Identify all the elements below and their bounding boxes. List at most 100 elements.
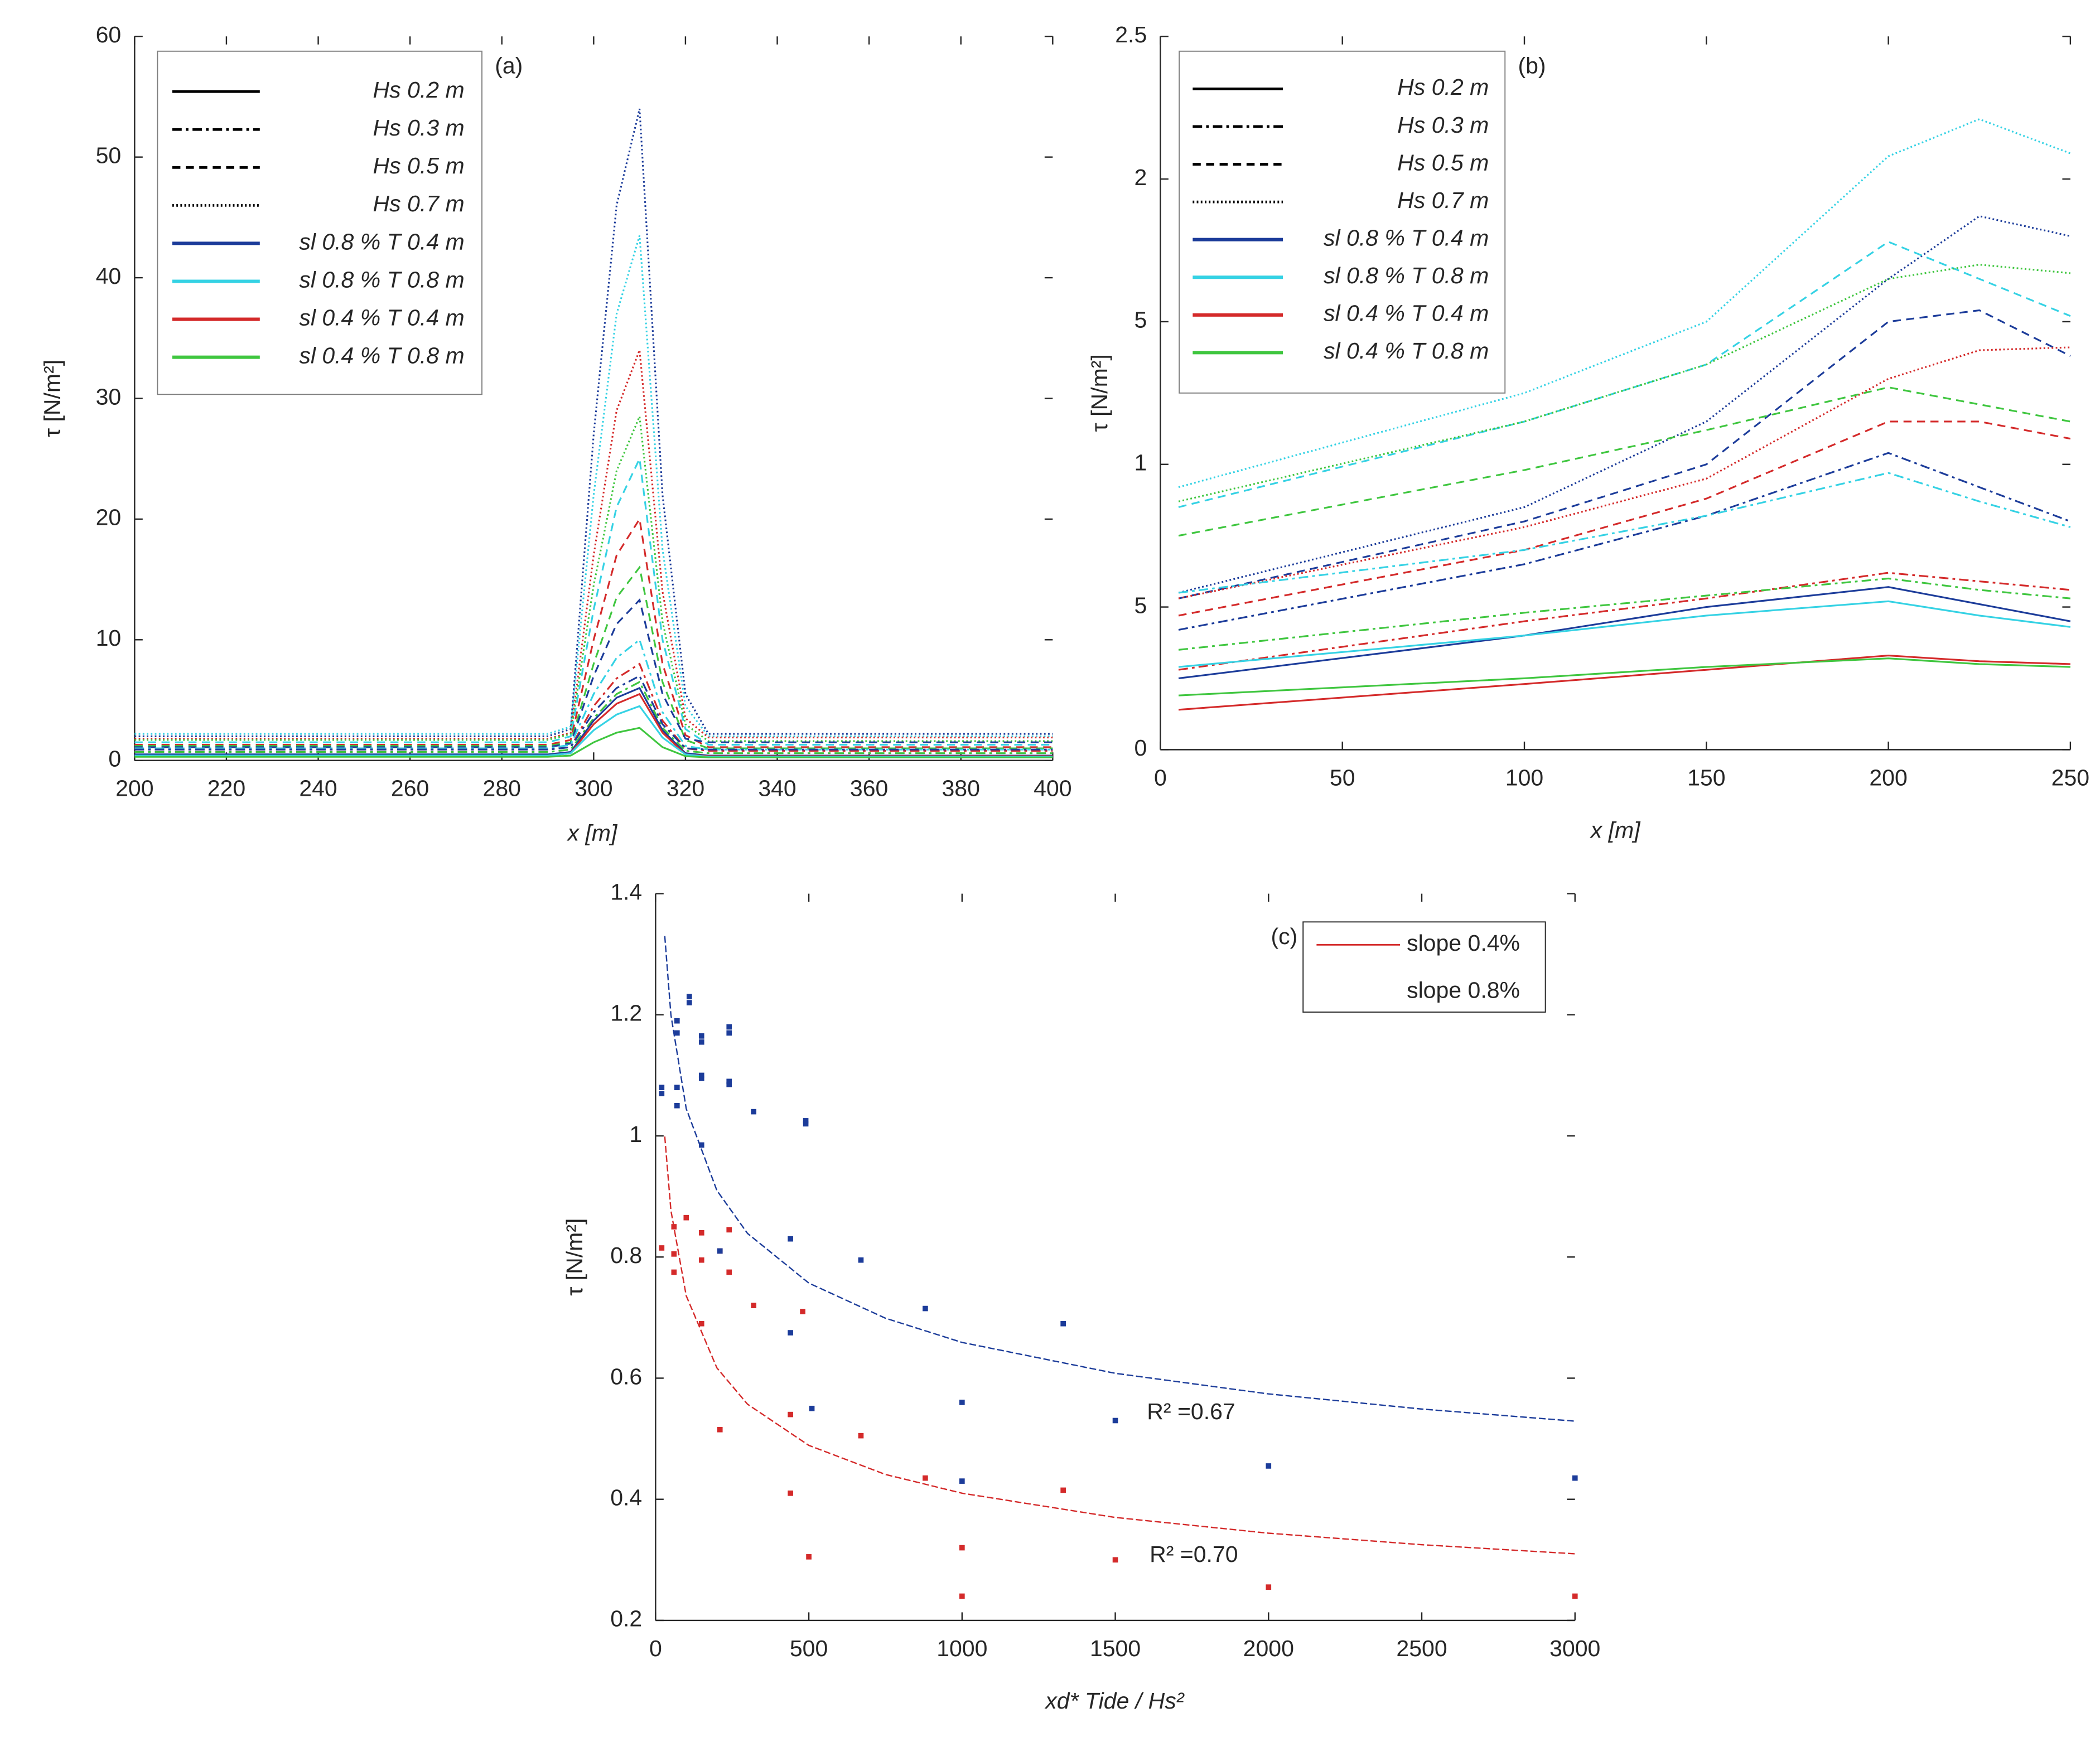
y-tick-label: 0.4 [610,1485,642,1511]
legend: slope 0.4% slope 0.8% [1302,921,1546,1013]
panel: 0 500 1000 1500 2000 2500 3000 0.2 0.4 0.6 0.8 1 1.2… [562,879,1601,1713]
y-axis-label: τ [N/m²] [39,360,65,437]
x-axis-label: x [m] [1590,817,1641,843]
data-point [809,1405,815,1411]
panel-label: (b) [1518,53,1546,79]
data-point [698,1142,704,1148]
x-tick-label: 1500 [1090,1636,1141,1661]
data-point [1060,1320,1066,1327]
data-point [698,1230,704,1236]
legend-label: sl 0.8 % T 0.4 m [299,229,464,254]
x-tick-label: 200 [115,776,153,801]
data-line [1178,600,2071,668]
data-line [1178,572,2071,671]
data-line [1178,657,2070,696]
data-line [134,350,1053,740]
data-point [726,1269,732,1275]
y-tick-label: 10 [96,625,122,651]
data-point [1572,1475,1578,1481]
legend-label: sl 0.4 % T 0.8 m [1324,338,1489,364]
data-line [1178,309,2071,599]
data-point [698,1320,704,1327]
data-point [671,1251,677,1257]
x-tick-label: 200 [1869,765,1907,790]
data-point [1266,1463,1272,1469]
x-tick-label: 280 [483,776,521,801]
data-line [134,456,1053,746]
y-tick-label: 0 [1134,735,1147,761]
x-axis-label: xd* Tide / Hs² [1044,1688,1184,1714]
data-point [726,1078,732,1085]
data-point [959,1400,965,1405]
panel-label: (c) [1271,923,1298,949]
legend-label: sl 0.4 % T 0.4 m [1324,301,1489,326]
y-tick-label: 0 [108,746,121,772]
data-point [717,1426,723,1433]
data-line [1178,263,2071,502]
data-line [1178,240,2071,509]
data-point [751,1303,757,1308]
data-point [751,1109,757,1115]
data-line [134,565,1053,749]
data-point [671,1269,677,1275]
data-point [671,1224,677,1230]
x-tick-label: 220 [207,776,245,801]
data-point [686,994,692,1000]
x-tick-label: 0 [1154,765,1167,790]
legend-box [1179,50,1506,394]
data-point [683,1215,689,1221]
data-line [134,108,1053,737]
legend-label: slope 0.4% [1407,930,1520,956]
data-line [134,413,1053,742]
y-tick-label: 20 [96,505,122,530]
y-tick-label: 1 [629,1121,642,1147]
data-line [1178,586,2071,680]
data-point [726,1030,732,1036]
y-tick-label: 0.2 [610,1606,642,1632]
legend-label: Hs 0.3 m [1397,112,1489,138]
data-point [1112,1417,1118,1424]
data-line [134,675,1053,751]
legend-label: Hs 0.5 m [373,153,465,178]
x-tick-label: 2500 [1396,1636,1447,1661]
data-point [698,1076,704,1081]
fit-line [664,1136,1575,1555]
data-line [1178,420,2071,617]
annotation: R² =0.67 [1147,1399,1235,1424]
x-tick-label: 500 [790,1636,828,1661]
data-point [674,1030,680,1036]
y-tick-label: 2 [1134,164,1147,190]
y-tick-label: 0.6 [610,1363,642,1389]
data-point [726,1081,732,1087]
x-tick-label: 50 [1330,765,1355,790]
data-point [659,1091,665,1096]
data-point [717,1248,723,1254]
data-point [788,1236,793,1242]
x-tick-label: 100 [1505,765,1543,790]
data-point [788,1411,793,1417]
data-point [1572,1593,1578,1599]
y-tick-label: 50 [96,142,122,168]
data-point [698,1072,704,1078]
data-point [726,1024,732,1030]
y-tick-label: 5 [1134,307,1147,333]
legend-label: Hs 0.5 m [1397,149,1489,175]
data-point [959,1593,965,1599]
panel-label: (a) [495,53,523,79]
legend-label: sl 0.8 % T 0.8 m [299,267,464,292]
data-point [659,1245,665,1251]
x-tick-label: 340 [758,776,796,801]
x-tick-label: 320 [667,776,704,801]
y-tick-label: 1.2 [610,1000,642,1026]
data-point [803,1118,809,1124]
x-tick-label: 1000 [936,1636,987,1661]
panel: 0 50 100 150 200 250 0 5 1 5 2 2.5 x [m] τ [N/m²] (b) H… [1087,22,2089,843]
data-line [134,727,1053,758]
data-point [674,1085,680,1090]
data-point [959,1545,965,1551]
data-line [134,638,1053,751]
legend-label: Hs 0.2 m [373,77,465,103]
data-point [726,1227,732,1233]
